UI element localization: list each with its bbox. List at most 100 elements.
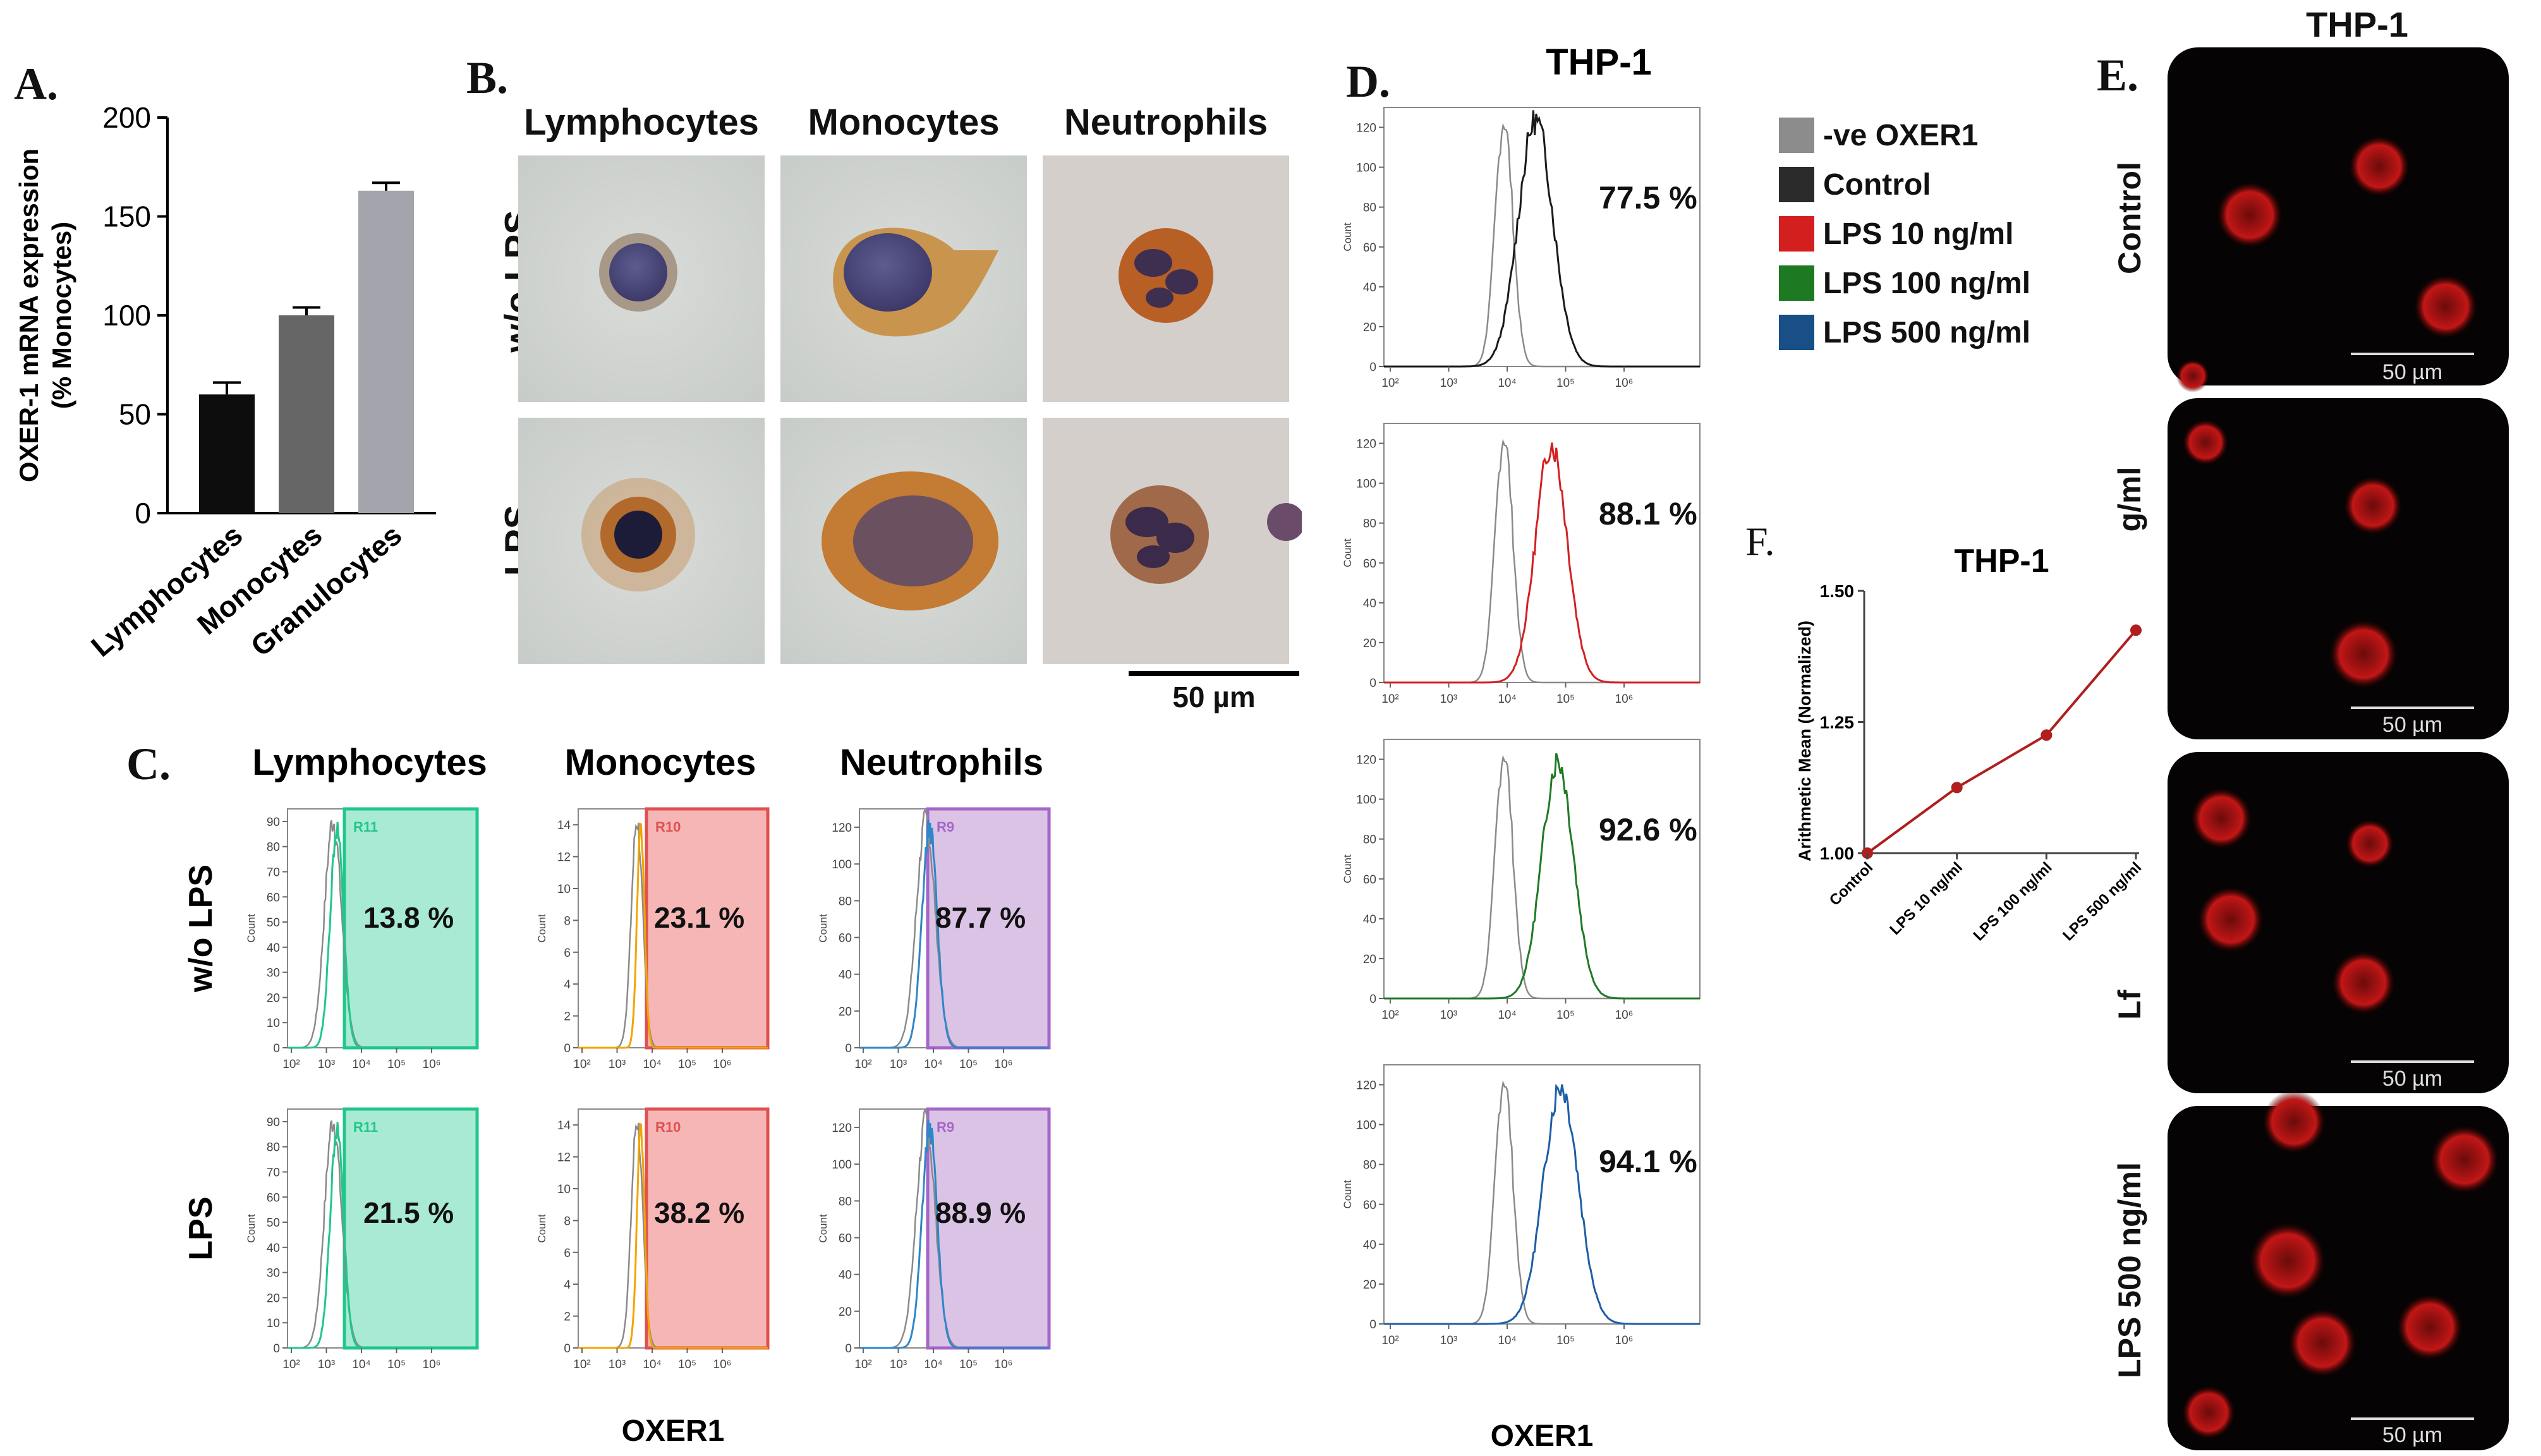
x-tick-label: 10⁶ bbox=[713, 1358, 732, 1371]
panel-e-scalebar-4: 50 µm bbox=[2382, 1423, 2443, 1447]
y-tick-label: 60 bbox=[839, 1232, 852, 1246]
micrograph-monocytes-wo-lps bbox=[780, 155, 1027, 402]
x-tick-label: 10² bbox=[282, 1358, 300, 1371]
data-point bbox=[2041, 729, 2053, 741]
y-axis-label: OXER-1 mRNA expression bbox=[14, 149, 44, 482]
y-axis-label: Arithmetic Mean (Normalized) bbox=[1795, 621, 1814, 861]
panel-label-a: A. bbox=[14, 59, 58, 109]
x-tick-label: Control bbox=[1826, 859, 1876, 909]
y-tick-label: 30 bbox=[267, 1267, 280, 1280]
y-tick-label: 80 bbox=[839, 895, 852, 908]
histogram-sample bbox=[578, 1122, 768, 1349]
legend-item-control: Control bbox=[1779, 160, 2070, 209]
y-axis-label: Count bbox=[245, 914, 257, 943]
y-tick-label: 70 bbox=[267, 866, 280, 879]
y-tick-label: 60 bbox=[267, 891, 280, 904]
y-axis-label: Count bbox=[817, 1214, 829, 1243]
percent-label: 13.8 % bbox=[363, 901, 454, 934]
panel-c-flow-histograms: Lymphocytes Monocytes Neutrophils w/o LPS R1… bbox=[183, 746, 1051, 1448]
y-tick-label: 1.25 bbox=[1820, 713, 1855, 732]
y-tick-label: 60 bbox=[1363, 1199, 1376, 1212]
y-tick-label: 80 bbox=[1363, 834, 1376, 847]
panel-label-d: D. bbox=[1346, 56, 1390, 107]
x-tick-label: 10⁴ bbox=[1498, 377, 1516, 390]
histogram-sample bbox=[1384, 1083, 1700, 1325]
y-tick-label: 100 bbox=[1356, 162, 1376, 175]
x-tick-label: 10² bbox=[282, 1058, 300, 1071]
histogram-sample bbox=[578, 822, 768, 1049]
y-tick-label: 80 bbox=[839, 1195, 852, 1208]
y-tick-label: 20 bbox=[267, 992, 280, 1005]
y-tick-label: 1.00 bbox=[1820, 844, 1855, 863]
y-tick-label: 8 bbox=[564, 1215, 571, 1228]
x-tick-label: 10³ bbox=[1440, 693, 1457, 706]
y-axis-label: Count bbox=[1342, 538, 1354, 567]
percent-label: 77.5 % bbox=[1599, 180, 1697, 215]
x-tick-label: 10⁴ bbox=[1498, 693, 1516, 706]
bar-lymphocytes bbox=[199, 394, 255, 513]
panel-f-line-chart: THP-1 1.00 1.25 1.50 Control LPS 10 ng/ml LPS … bbox=[1795, 543, 2145, 944]
y-axis-label: Count bbox=[245, 1214, 257, 1243]
y-tick-label: 4 bbox=[564, 978, 571, 992]
panel-d-x-axis-label: OXER1 bbox=[1491, 1419, 1594, 1453]
x-tick-label: 10⁶ bbox=[995, 1058, 1013, 1071]
y-tick-label: 40 bbox=[1363, 1239, 1376, 1252]
x-tick-label: LPS 10 ng/ml bbox=[1886, 859, 1966, 938]
gate-region bbox=[645, 1107, 770, 1350]
y-tick-label: 6 bbox=[564, 1247, 571, 1260]
legend-item-lps10: LPS 10 ng/ml bbox=[1779, 209, 2070, 258]
y-tick-label: 20 bbox=[1363, 321, 1376, 334]
x-tick-label: 10⁵ bbox=[678, 1058, 696, 1071]
confocal-image-3 bbox=[2168, 752, 2509, 1093]
y-axis-label: Count bbox=[536, 1214, 548, 1243]
y-tick-label: 40 bbox=[1363, 597, 1376, 610]
histogram-sample bbox=[288, 1122, 477, 1349]
y-tick-label: 60 bbox=[1363, 873, 1376, 887]
y-tick-label: 40 bbox=[839, 969, 852, 982]
x-tick-label: 10⁶ bbox=[1615, 693, 1634, 706]
x-tick-label: 10⁵ bbox=[387, 1358, 406, 1371]
gate-label: R11 bbox=[353, 1119, 378, 1135]
panel-e-scalebar-1: 50 µm bbox=[2382, 360, 2443, 384]
y-tick-label: 60 bbox=[1363, 241, 1376, 255]
y-tick-label: 120 bbox=[1356, 1079, 1376, 1093]
panel-e-title: THP-1 bbox=[2306, 4, 2408, 44]
panel-b-col-lymphocytes: Lymphocytes bbox=[524, 102, 759, 143]
x-tick-label: 10⁴ bbox=[352, 1058, 370, 1071]
gate-label: R10 bbox=[655, 819, 681, 835]
x-tick-label: 10⁶ bbox=[423, 1358, 441, 1371]
y-tick-label: 10 bbox=[267, 1317, 280, 1330]
x-tick-label: 10⁶ bbox=[1615, 1009, 1634, 1022]
y-tick-label: 0 bbox=[845, 1042, 852, 1055]
gate-label: R11 bbox=[353, 819, 378, 835]
gate-label: R10 bbox=[655, 1119, 681, 1135]
y-tick-label: 40 bbox=[1363, 913, 1376, 926]
panel-label-f: F. bbox=[1745, 519, 1775, 564]
y-tick-label: 8 bbox=[564, 914, 571, 928]
y-axis-label: Count bbox=[817, 914, 829, 943]
panel-a-bar-chart: 050100150200LymphocytesMonocytesGranuloc… bbox=[14, 101, 436, 663]
micrograph-neutrophils-lps bbox=[1043, 418, 1302, 664]
panel-c-column-title: Neutrophils bbox=[840, 746, 1043, 783]
y-tick-label: 60 bbox=[839, 932, 852, 945]
micrograph-monocytes-lps bbox=[780, 418, 1027, 664]
x-tick-label: 10³ bbox=[1440, 1334, 1457, 1347]
panel-label-b: B. bbox=[466, 52, 509, 103]
y-tick-label: 20 bbox=[1363, 637, 1376, 650]
y-tick-label: 200 bbox=[102, 101, 151, 134]
x-tick-label: 10⁵ bbox=[1556, 693, 1575, 706]
panel-d-legend: -ve OXER1 Control LPS 10 ng/ml LPS 100 n… bbox=[1779, 111, 2070, 357]
panel-e-image-stack bbox=[2168, 47, 2509, 1450]
y-tick-label: 100 bbox=[1356, 478, 1376, 491]
y-tick-label: 100 bbox=[1356, 1119, 1376, 1132]
x-tick-label: 10² bbox=[1381, 1009, 1398, 1022]
y-tick-label: 2 bbox=[564, 1010, 571, 1024]
y-tick-label: 40 bbox=[839, 1269, 852, 1282]
gate-label: R9 bbox=[937, 819, 954, 835]
x-tick-label: 10⁴ bbox=[643, 1058, 661, 1071]
x-tick-label: LPS 100 ng/ml bbox=[1970, 859, 2055, 944]
histogram-sample bbox=[1384, 753, 1700, 1000]
panel-c-column-title: Lymphocytes bbox=[252, 746, 487, 783]
y-tick-label: 120 bbox=[1356, 438, 1376, 451]
y-tick-label: 150 bbox=[102, 200, 151, 233]
